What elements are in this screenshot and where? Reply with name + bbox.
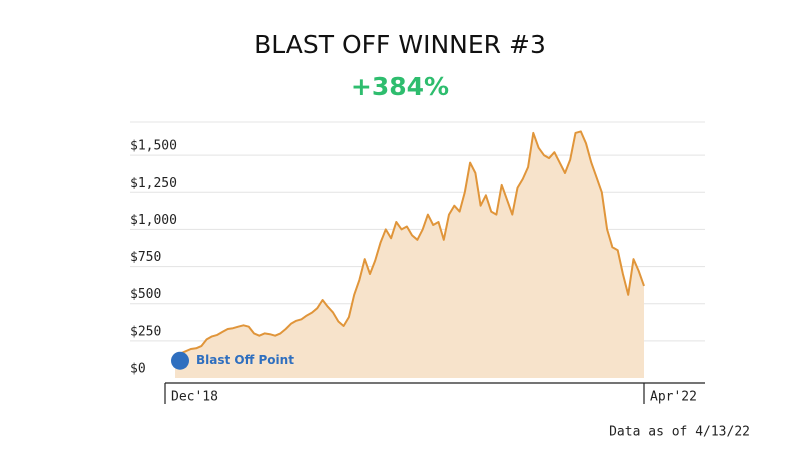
annotation: Blast Off Point (196, 353, 294, 367)
line (174, 130, 645, 357)
x-tick-label: Dec'18 (171, 390, 218, 405)
y-tick-label: $750 (130, 250, 161, 265)
x-tick-label: Apr'22 (650, 390, 697, 405)
footnote: Data as of 4/13/22 (609, 425, 750, 440)
area-fill (175, 131, 644, 378)
y-tick-label: $1,250 (130, 176, 177, 191)
chart-subtitle: +384% (351, 72, 449, 101)
y-tick-label: $1,000 (130, 213, 177, 228)
plot: $0 $250 $500 $750 $1,000 $1,250 $1,500 Dec'18 Ap… (130, 121, 705, 405)
y-tick-label: $250 (130, 324, 161, 339)
y-tick-label: $0 (130, 362, 146, 377)
blast-off-marker (171, 351, 189, 370)
y-tick-label: $1,500 (130, 139, 177, 154)
chart-title: BLAST OFF WINNER #3 (254, 30, 546, 59)
y-tick-label: $500 (130, 287, 161, 302)
